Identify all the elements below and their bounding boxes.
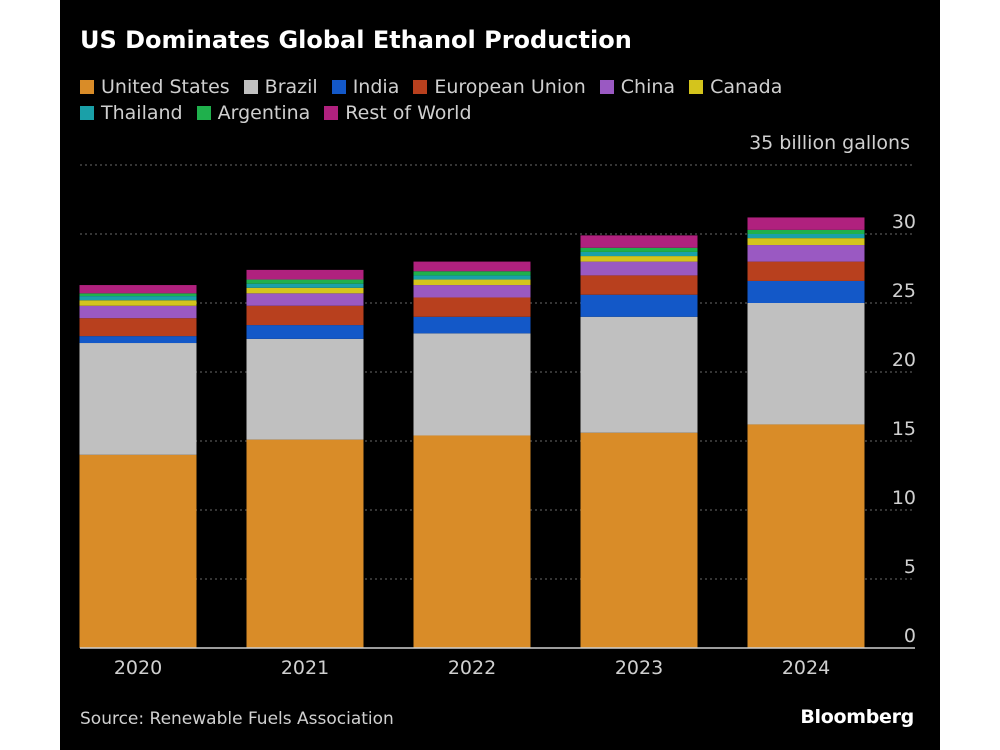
bar-segment-rest-of-world-2023 (580, 235, 698, 248)
bar-segment-india-2021 (246, 325, 364, 339)
legend-swatch (80, 80, 94, 94)
chart-title: US Dominates Global Ethanol Production (80, 26, 632, 54)
legend-swatch (243, 80, 258, 94)
x-tick-label: 2023 (615, 657, 663, 679)
legend-swatch (324, 106, 339, 120)
bloomberg-logo: Bloomberg (800, 706, 914, 728)
bar-segment-united-states-2021 (246, 439, 364, 648)
bar-segment-china-2020 (79, 305, 197, 319)
bar-segment-brazil-2024 (747, 303, 865, 425)
bar-segment-china-2024 (747, 245, 865, 262)
legend-label: China (620, 76, 676, 98)
bar-segment-united-states-2022 (413, 435, 531, 648)
legend-swatch (80, 106, 94, 120)
legend-label: European Union (434, 76, 586, 98)
legend-swatch (196, 106, 211, 120)
legend-item-rest-of-world: Rest of World (324, 102, 472, 124)
bar-segment-european-union-2021 (246, 305, 364, 326)
bar-segment-united-states-2020 (79, 454, 197, 648)
y-tick-label: 15 (892, 418, 916, 440)
y-axis-unit-label: 35 billion gallons (749, 132, 910, 154)
legend-item-thailand: Thailand (80, 102, 183, 124)
y-tick-label: 0 (904, 625, 916, 647)
bar-segment-india-2020 (79, 336, 197, 344)
bar-segment-brazil-2022 (413, 333, 531, 436)
bar-segment-european-union-2023 (580, 275, 698, 295)
legend-label: Rest of World (345, 102, 472, 124)
bar-segment-european-union-2022 (413, 297, 531, 317)
legend-swatch (599, 80, 614, 94)
legend-label: Argentina (217, 102, 311, 124)
chart-panel: US Dominates Global Ethanol Production U… (60, 0, 940, 750)
y-tick-label: 30 (892, 211, 916, 233)
bar-segment-india-2022 (413, 316, 531, 334)
bar-segment-rest-of-world-2020 (79, 285, 197, 294)
bar-segment-argentina-2023 (580, 247, 698, 252)
legend-swatch (413, 80, 428, 94)
bar-segment-rest-of-world-2021 (246, 269, 364, 280)
bar-segment-thailand-2020 (79, 296, 197, 301)
bar-segment-thailand-2023 (580, 251, 698, 257)
legend-label: Canada (710, 76, 783, 98)
x-tick-label: 2022 (448, 657, 496, 679)
x-tick-label: 2020 (114, 657, 162, 679)
y-tick-label: 5 (904, 556, 916, 578)
legend-label: India (352, 76, 400, 98)
bar-segment-china-2022 (413, 285, 531, 298)
bar-segment-argentina-2021 (246, 279, 364, 284)
bar-segment-united-states-2023 (580, 432, 698, 648)
legend-item-india: India (331, 76, 400, 98)
bar-segment-united-states-2024 (747, 424, 865, 648)
bar-segment-argentina-2022 (413, 271, 531, 276)
bar-chart: 0 5 10 15 20 25 30 2020 2021 2022 2023 2024 (79, 164, 916, 679)
bar-segment-canada-2020 (79, 300, 197, 306)
legend-item-european-union: European Union (413, 76, 586, 98)
bar-segment-rest-of-world-2024 (747, 217, 865, 230)
bar-segment-brazil-2023 (580, 316, 698, 433)
legend-swatch (331, 80, 346, 94)
y-tick-label: 20 (892, 349, 916, 371)
legend-item-argentina: Argentina (196, 102, 311, 124)
bar-segment-argentina-2020 (79, 293, 197, 297)
bar-segment-rest-of-world-2022 (413, 261, 531, 272)
legend-row: Thailand Argentina Rest of World (80, 102, 472, 124)
bar-segment-brazil-2020 (79, 343, 197, 455)
bar-segment-european-union-2024 (747, 261, 865, 281)
bar-segment-thailand-2022 (413, 275, 531, 280)
legend-label: Thailand (101, 102, 183, 124)
source-note: Source: Renewable Fuels Association (80, 709, 394, 729)
y-tick-label: 25 (892, 280, 916, 302)
bar-segment-canada-2021 (246, 287, 364, 294)
bar-segment-canada-2024 (747, 238, 865, 246)
bar-segment-european-union-2020 (79, 318, 197, 337)
legend-item-brazil: Brazil (243, 76, 318, 98)
bar-segment-canada-2023 (580, 256, 698, 262)
bar-segment-canada-2022 (413, 279, 531, 286)
bar-segment-china-2021 (246, 293, 364, 306)
legend-item-canada: Canada (689, 76, 782, 98)
bar-segment-india-2023 (580, 294, 698, 317)
legend-label: United States (101, 76, 230, 98)
x-tick-label: 2021 (281, 657, 329, 679)
y-tick-label: 10 (892, 487, 916, 509)
bar-segment-brazil-2021 (246, 338, 364, 440)
bar-segment-thailand-2021 (246, 283, 364, 288)
legend-item-china: China (599, 76, 676, 98)
legend-row: United States Brazil India European Union Ch… (80, 76, 782, 98)
x-tick-label: 2024 (782, 657, 830, 679)
bar-segment-china-2023 (580, 261, 698, 276)
legend-item-united-states: United States (80, 76, 230, 98)
bar-segment-argentina-2024 (747, 229, 865, 234)
legend-label: Brazil (264, 76, 318, 98)
bar-segment-india-2024 (747, 280, 865, 303)
legend-swatch (689, 80, 704, 94)
bar-segment-thailand-2024 (747, 234, 865, 239)
